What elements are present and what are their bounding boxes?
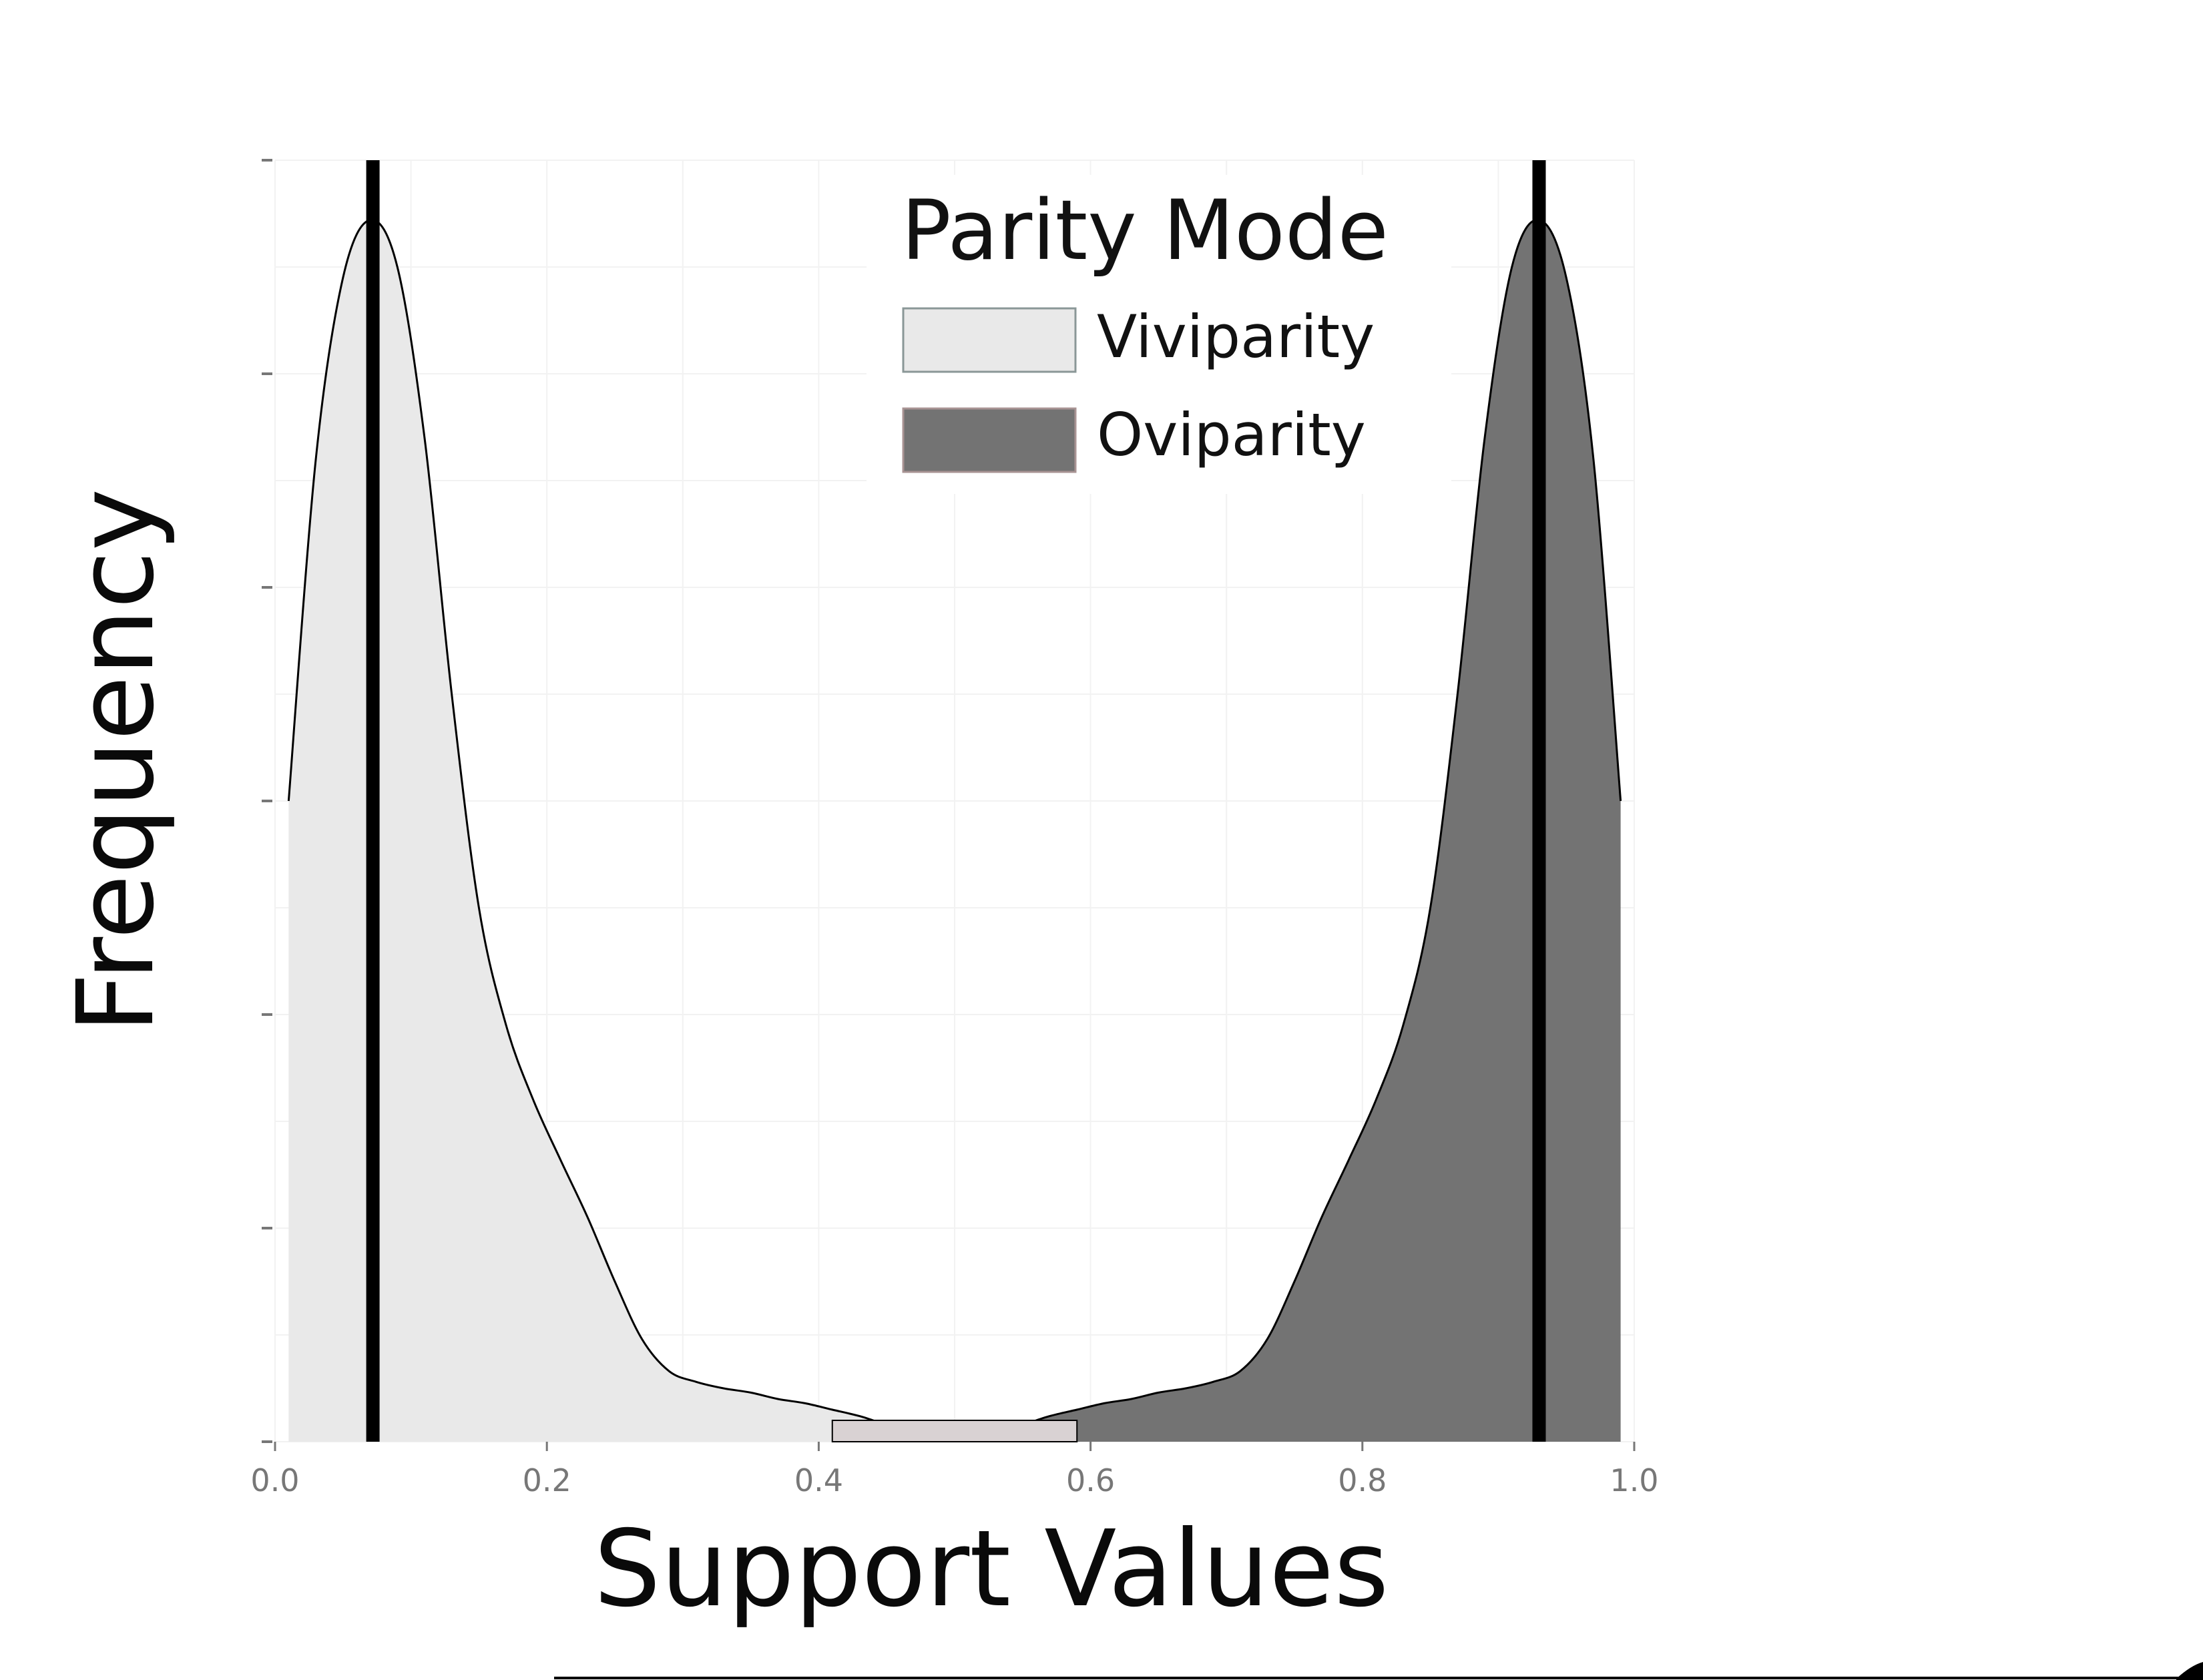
overlap-region: [831, 1420, 1078, 1442]
x-tick-label: 0.0: [250, 1462, 299, 1498]
legend-label-viviparity: Viviparity: [1097, 302, 1375, 371]
legend: Parity Mode Viviparity Oviparity: [867, 175, 1451, 494]
y-axis-title: Frequency: [55, 489, 178, 1033]
peak-lines: [366, 160, 1546, 1442]
legend-swatch-oviparity: [902, 407, 1077, 473]
x-tick-label: 0.4: [794, 1462, 843, 1498]
legend-label-oviparity: Oviparity: [1097, 400, 1366, 469]
axes: 0.0 0.2 0.4 0.6 0.8 1.0: [250, 159, 1659, 1498]
x-tick-label: 1.0: [1610, 1462, 1658, 1498]
x-tick-label: 0.6: [1066, 1462, 1115, 1498]
legend-title: Parity Mode: [901, 183, 1389, 279]
page-corner-mark: [2176, 1662, 2203, 1680]
density-area-oviparity: [941, 220, 1621, 1442]
x-tick-label: 0.2: [523, 1462, 571, 1498]
density-area-viviparity: [288, 220, 969, 1442]
x-tick-label: 0.8: [1338, 1462, 1387, 1498]
x-axis-title: Support Values: [593, 1508, 1389, 1631]
legend-swatch-viviparity: [902, 307, 1077, 373]
